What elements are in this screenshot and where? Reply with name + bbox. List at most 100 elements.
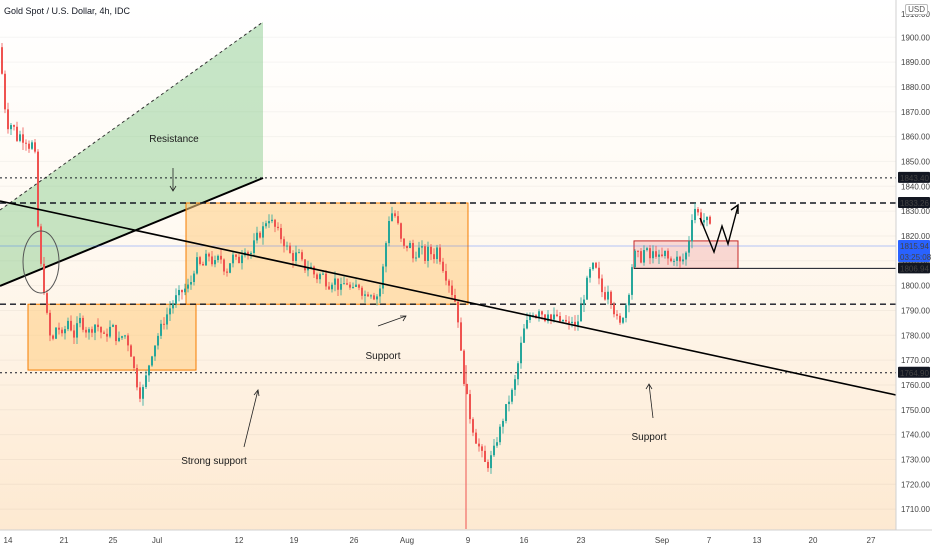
candle-body xyxy=(109,326,111,337)
candle-body xyxy=(343,283,345,285)
candle-body xyxy=(691,220,693,242)
candle-body xyxy=(502,420,504,427)
candle-body xyxy=(661,254,663,257)
candle-body xyxy=(238,256,240,264)
candle-body xyxy=(79,317,81,324)
candle-body xyxy=(475,432,477,444)
candle-body xyxy=(124,335,126,337)
candle-body xyxy=(421,246,423,248)
candle-body xyxy=(181,289,183,293)
time-tick-label: 26 xyxy=(350,536,359,545)
annotation-label: Support xyxy=(365,351,400,362)
candle-body xyxy=(589,269,591,278)
price-tag-label: 1806.94 xyxy=(900,264,929,273)
candle-body xyxy=(439,247,441,262)
candle-body xyxy=(622,317,624,323)
candle-body xyxy=(217,255,219,261)
price-tick-label: 1740.00 xyxy=(901,431,930,440)
price-tag xyxy=(898,171,930,183)
time-tick-label: 21 xyxy=(60,536,69,545)
candle-body xyxy=(13,125,15,127)
candle-body xyxy=(157,335,159,346)
candle-body xyxy=(481,446,483,451)
time-tick-label: 12 xyxy=(235,536,244,545)
candle-body xyxy=(550,314,552,320)
time-tick-label: 23 xyxy=(577,536,586,545)
candle-body xyxy=(376,296,378,300)
candle-body xyxy=(436,247,438,260)
price-tick-label: 1760.00 xyxy=(901,381,930,390)
countdown-label: 03:25:08 xyxy=(900,253,932,262)
price-tick-label: 1820.00 xyxy=(901,232,930,241)
candle-body xyxy=(262,226,264,238)
candle-body xyxy=(265,223,267,227)
candle-body xyxy=(568,321,570,324)
candle-body xyxy=(709,216,711,224)
candle-body xyxy=(235,254,237,257)
candle-body xyxy=(274,219,276,227)
candle-body xyxy=(91,329,93,333)
candle-body xyxy=(607,291,609,300)
candle-body xyxy=(37,151,39,227)
candle-body xyxy=(28,143,30,149)
candle-body xyxy=(460,322,462,351)
candle-body xyxy=(115,324,117,342)
price-tick-label: 1730.00 xyxy=(901,455,930,464)
annotation-arrowhead-3 xyxy=(645,383,653,390)
currency-label[interactable]: USD xyxy=(905,4,928,15)
candle-body xyxy=(319,274,321,280)
annotation-arrow-2 xyxy=(243,389,259,448)
candle-body xyxy=(184,288,186,293)
time-tick-label: Aug xyxy=(400,536,414,545)
candle-body xyxy=(544,314,546,322)
candle-body xyxy=(433,254,435,260)
annotation-label: Support xyxy=(631,432,666,443)
candle-body xyxy=(370,295,372,297)
annotation-label: Strong support xyxy=(181,456,247,467)
candle-body xyxy=(280,228,282,240)
time-tick-label: 25 xyxy=(109,536,118,545)
candle-body xyxy=(88,329,90,333)
candle-body xyxy=(517,363,519,380)
candle-body xyxy=(565,319,567,322)
time-tick-label: 13 xyxy=(753,536,762,545)
candle-body xyxy=(136,367,138,388)
candle-body xyxy=(664,250,666,257)
candle-body xyxy=(178,289,180,296)
time-tick-label: Sep xyxy=(655,536,670,545)
candle-body xyxy=(625,305,627,318)
candle-body xyxy=(385,243,387,267)
symbol-title[interactable]: Gold Spot / U.S. Dollar, 4h, IDC xyxy=(4,6,131,16)
candle-body xyxy=(355,284,357,287)
candle-body xyxy=(358,284,360,288)
candle-body xyxy=(154,345,156,357)
candle-body xyxy=(577,321,579,326)
candle-body xyxy=(640,251,642,263)
candle-body xyxy=(196,257,198,274)
candle-body xyxy=(292,253,294,262)
candles xyxy=(1,43,711,474)
candle-body xyxy=(646,248,648,251)
candle-body xyxy=(613,304,615,315)
candle-body xyxy=(4,73,6,110)
candle-body xyxy=(352,286,354,288)
candle-body xyxy=(595,262,597,268)
candle-body xyxy=(232,254,234,264)
candle-body xyxy=(505,404,507,421)
candle-body xyxy=(316,274,318,280)
candle-body xyxy=(412,243,414,259)
candle-body xyxy=(484,450,486,462)
price-tick-label: 1900.00 xyxy=(901,33,930,42)
time-tick-label: 7 xyxy=(707,536,712,545)
resistance-channel xyxy=(0,22,263,286)
candle-body xyxy=(1,47,3,74)
price-tag xyxy=(898,240,930,263)
candle-body xyxy=(301,252,303,260)
candle-body xyxy=(619,315,621,323)
candle-body xyxy=(487,461,489,469)
candle-body xyxy=(259,232,261,238)
candle-body xyxy=(697,208,699,213)
candle-body xyxy=(523,328,525,343)
